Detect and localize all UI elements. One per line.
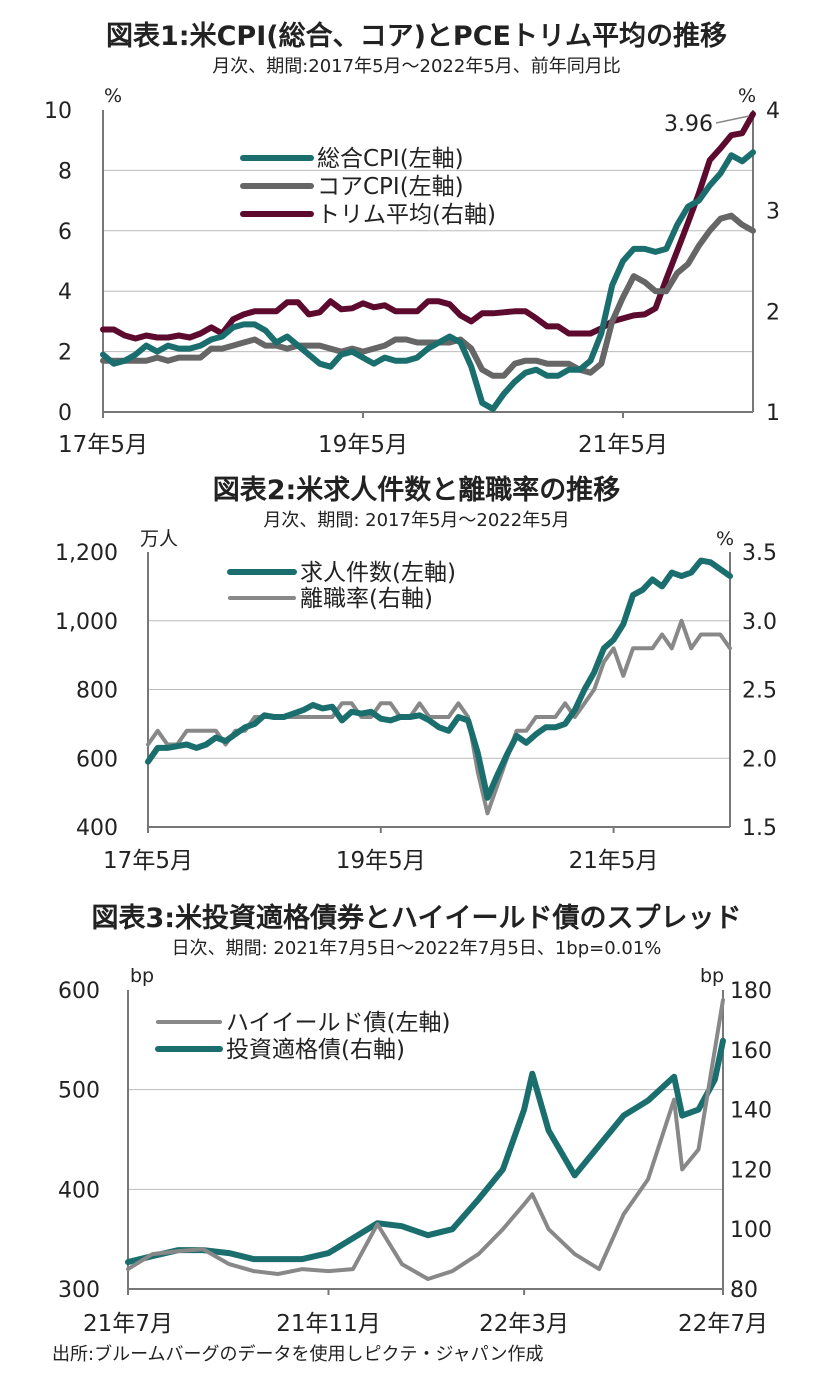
chart2-left-unit: 万人: [140, 528, 178, 550]
chart1-ytick-right: 1: [766, 401, 780, 426]
chart3-series-line-1: [126, 998, 725, 1281]
chart2-xtick-label: 21年5月: [569, 848, 659, 874]
chart3-xtick-label: 22年7月: [678, 1311, 768, 1337]
chart1-ytick-left: 0: [58, 401, 72, 426]
chart2-xtick-label: 19年5月: [336, 848, 426, 874]
chart1-ytick-left: 4: [58, 280, 72, 305]
chart1-annotation-leader: [715, 115, 750, 124]
chart2-subtitle: 月次、期間: 2017年5月～2022年5月: [263, 510, 570, 531]
chart2-legend-label: 求人件数(左軸): [300, 560, 456, 586]
chart2-series-line-2: [146, 618, 732, 816]
chart3-series-line-2: [125, 1037, 726, 1266]
chart1-legend-label: 総合CPI(左軸): [317, 146, 464, 172]
chart2-legend-label: 離職率(右軸): [300, 586, 433, 612]
chart1-series-line-1: [100, 149, 756, 412]
chart1-legend-label: コアCPI(左軸): [317, 174, 464, 200]
chart3-ytick-right: 80: [730, 1278, 758, 1303]
chart3-ytick-left: 500: [58, 1079, 100, 1104]
chart3-legend-label: 投資適格債(右軸): [226, 1037, 405, 1063]
chart3-title: 図表3:米投資適格債券とハイイールド債のスプレッド: [91, 903, 742, 934]
chart1-ytick-left: 10: [44, 99, 72, 124]
chart1-ytick-left: 2: [58, 341, 72, 366]
chart2-ytick-left: 1,000: [55, 610, 118, 635]
chart1-title: 図表1:米CPI(総合、コア)とPCEトリム平均の推移: [106, 21, 727, 52]
chart3-left-unit: bp: [130, 965, 154, 987]
chart1-left-unit: %: [104, 85, 122, 107]
chart1-legend-label: トリム平均(右軸): [317, 202, 496, 228]
chart2-ytick-right: 1.5: [742, 816, 777, 841]
chart3-xtick-label: 21年7月: [83, 1311, 173, 1337]
chart3-ytick-right: 160: [730, 1039, 772, 1064]
chart3-ytick-left: 300: [58, 1278, 100, 1303]
chart3-xtick-label: 22年3月: [479, 1311, 569, 1337]
chart2-ytick-right: 3.5: [742, 541, 777, 566]
chart2-ytick-left: 400: [76, 816, 118, 841]
chart2-ytick-right: 2.5: [742, 679, 777, 704]
chart3-ytick-left: 400: [58, 1178, 100, 1203]
chart1-ytick-left: 6: [58, 220, 72, 245]
chart1-series-line-2: [100, 212, 756, 379]
chart3-right-unit: bp: [700, 965, 724, 987]
chart3-legend-label: ハイイールド債(左軸): [226, 1010, 451, 1036]
chart1-ytick-right: 3: [766, 200, 780, 225]
chart2-ytick-left: 800: [76, 679, 118, 704]
chart2-series-line-1: [145, 557, 733, 801]
chart3-ytick-left: 600: [58, 979, 100, 1004]
chart2-ytick-left: 1,200: [55, 541, 118, 566]
chart2-right-unit: %: [716, 528, 734, 550]
chart2-ytick-right: 2.0: [742, 747, 777, 772]
chart1-series-line-3: [100, 111, 756, 342]
chart1-subtitle: 月次、期間:2017年5月～2022年5月、前年同月比: [212, 56, 621, 77]
chart3-ytick-right: 120: [730, 1158, 772, 1183]
chart1-ytick-right: 2: [766, 300, 780, 325]
chart1-xtick-label: 19年5月: [318, 432, 408, 458]
chart3-ytick-right: 180: [730, 979, 772, 1004]
chart1-xtick-label: 21年5月: [578, 432, 668, 458]
chart2-xtick-label: 17年5月: [103, 848, 193, 874]
chart1-xtick-label: 17年5月: [58, 432, 148, 458]
chart1-right-unit: %: [738, 85, 756, 107]
source-note: 出所:ブルームバーグのデータを使用しピクテ・ジャパン作成: [52, 1344, 544, 1365]
chart1-ytick-left: 8: [58, 159, 72, 184]
chart2-ytick-left: 600: [76, 747, 118, 772]
chart3-subtitle: 日次、期間: 2021年7月5日～2022年7月5日、1bp=0.01%: [171, 938, 662, 959]
chart1-annotation: 3.96: [664, 112, 713, 137]
chart2-ytick-right: 3.0: [742, 610, 777, 635]
chart2-title: 図表2:米求人件数と離職率の推移: [212, 475, 621, 506]
chart1-ytick-right: 4: [766, 99, 780, 124]
chart3-ytick-right: 100: [730, 1218, 772, 1243]
chart3-ytick-right: 140: [730, 1099, 772, 1124]
chart3-xtick-label: 21年11月: [276, 1311, 381, 1337]
